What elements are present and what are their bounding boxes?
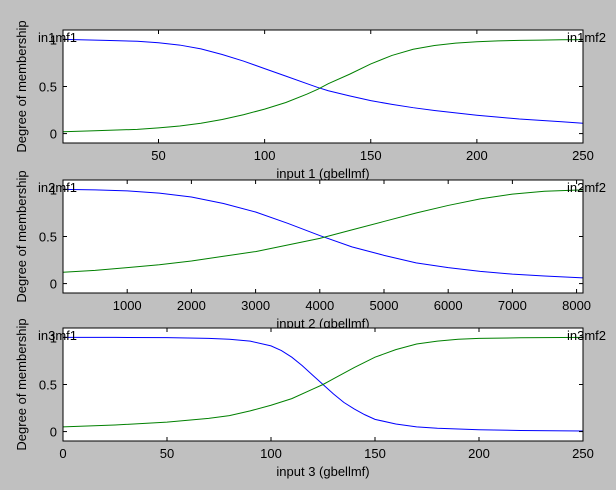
x-tick-label: 100 (254, 148, 276, 163)
mf-label-right: in2mf2 (567, 180, 606, 195)
x-axis-label: input 3 (gbellmf) (276, 464, 369, 479)
x-tick-label: 200 (466, 148, 488, 163)
y-tick-label: 0.5 (39, 80, 57, 95)
x-axis-label: input 1 (gbellmf) (276, 166, 369, 181)
subplot-input-2: 1000 2000 3000 4000 5000 6000 7000 8000 0 0.5 1 Deg… (14, 170, 606, 331)
x-tick-label: 250 (572, 148, 594, 163)
mf-label-right: in3mf2 (567, 328, 606, 343)
x-tick-label: 3000 (241, 298, 270, 313)
mf-label-right: in1mf2 (567, 30, 606, 45)
series-line-1 (63, 188, 583, 279)
x-tick-label: 100 (260, 446, 282, 461)
x-tick-label: 0 (59, 446, 66, 461)
x-tick-label: 4000 (305, 298, 334, 313)
series-line-2 (63, 336, 583, 428)
y-axis-label: Degree of membership (14, 170, 29, 302)
subplot-input-3: 0 50 100 150 200 250 0 0.5 1 Degree of membership… (14, 318, 606, 479)
x-axis-label: input 2 (gbellmf) (276, 316, 369, 331)
x-tick-label: 50 (151, 148, 165, 163)
mf-label-left: in1mf1 (38, 30, 77, 45)
y-axis-label: Degree of membership (14, 318, 29, 450)
y-tick-label: 0.5 (39, 378, 57, 393)
x-tick-label: 6000 (434, 298, 463, 313)
y-tick-label: 0 (50, 277, 57, 292)
x-tick-label: 2000 (177, 298, 206, 313)
subplot-input-1: 50 100 150 200 250 0 0.5 1 Degree of membership i… (14, 20, 606, 181)
x-tick-label: 200 (468, 446, 490, 461)
y-axis-label: Degree of membership (14, 20, 29, 152)
x-tick-label: 250 (572, 446, 594, 461)
series-line-1 (63, 38, 583, 124)
y-tick-label: 0.5 (39, 230, 57, 245)
x-tick-label: 5000 (370, 298, 399, 313)
series-line-2 (63, 189, 583, 273)
x-tick-label: 150 (364, 446, 386, 461)
y-tick-label: 0 (50, 127, 57, 142)
series-line-2 (63, 39, 583, 133)
x-tick-label: 1000 (113, 298, 142, 313)
y-tick-label: 0 (50, 425, 57, 440)
y-tick-label: 1 (50, 330, 57, 345)
x-tick-label: 50 (160, 446, 174, 461)
x-tick-label: 7000 (498, 298, 527, 313)
x-tick-label: 8000 (562, 298, 591, 313)
mf-label-left: in2mf1 (38, 180, 77, 195)
y-tick-label: 1 (50, 182, 57, 197)
y-tick-label: 1 (50, 32, 57, 47)
x-tick-label: 150 (360, 148, 382, 163)
mf-label-left: in3mf1 (38, 328, 77, 343)
